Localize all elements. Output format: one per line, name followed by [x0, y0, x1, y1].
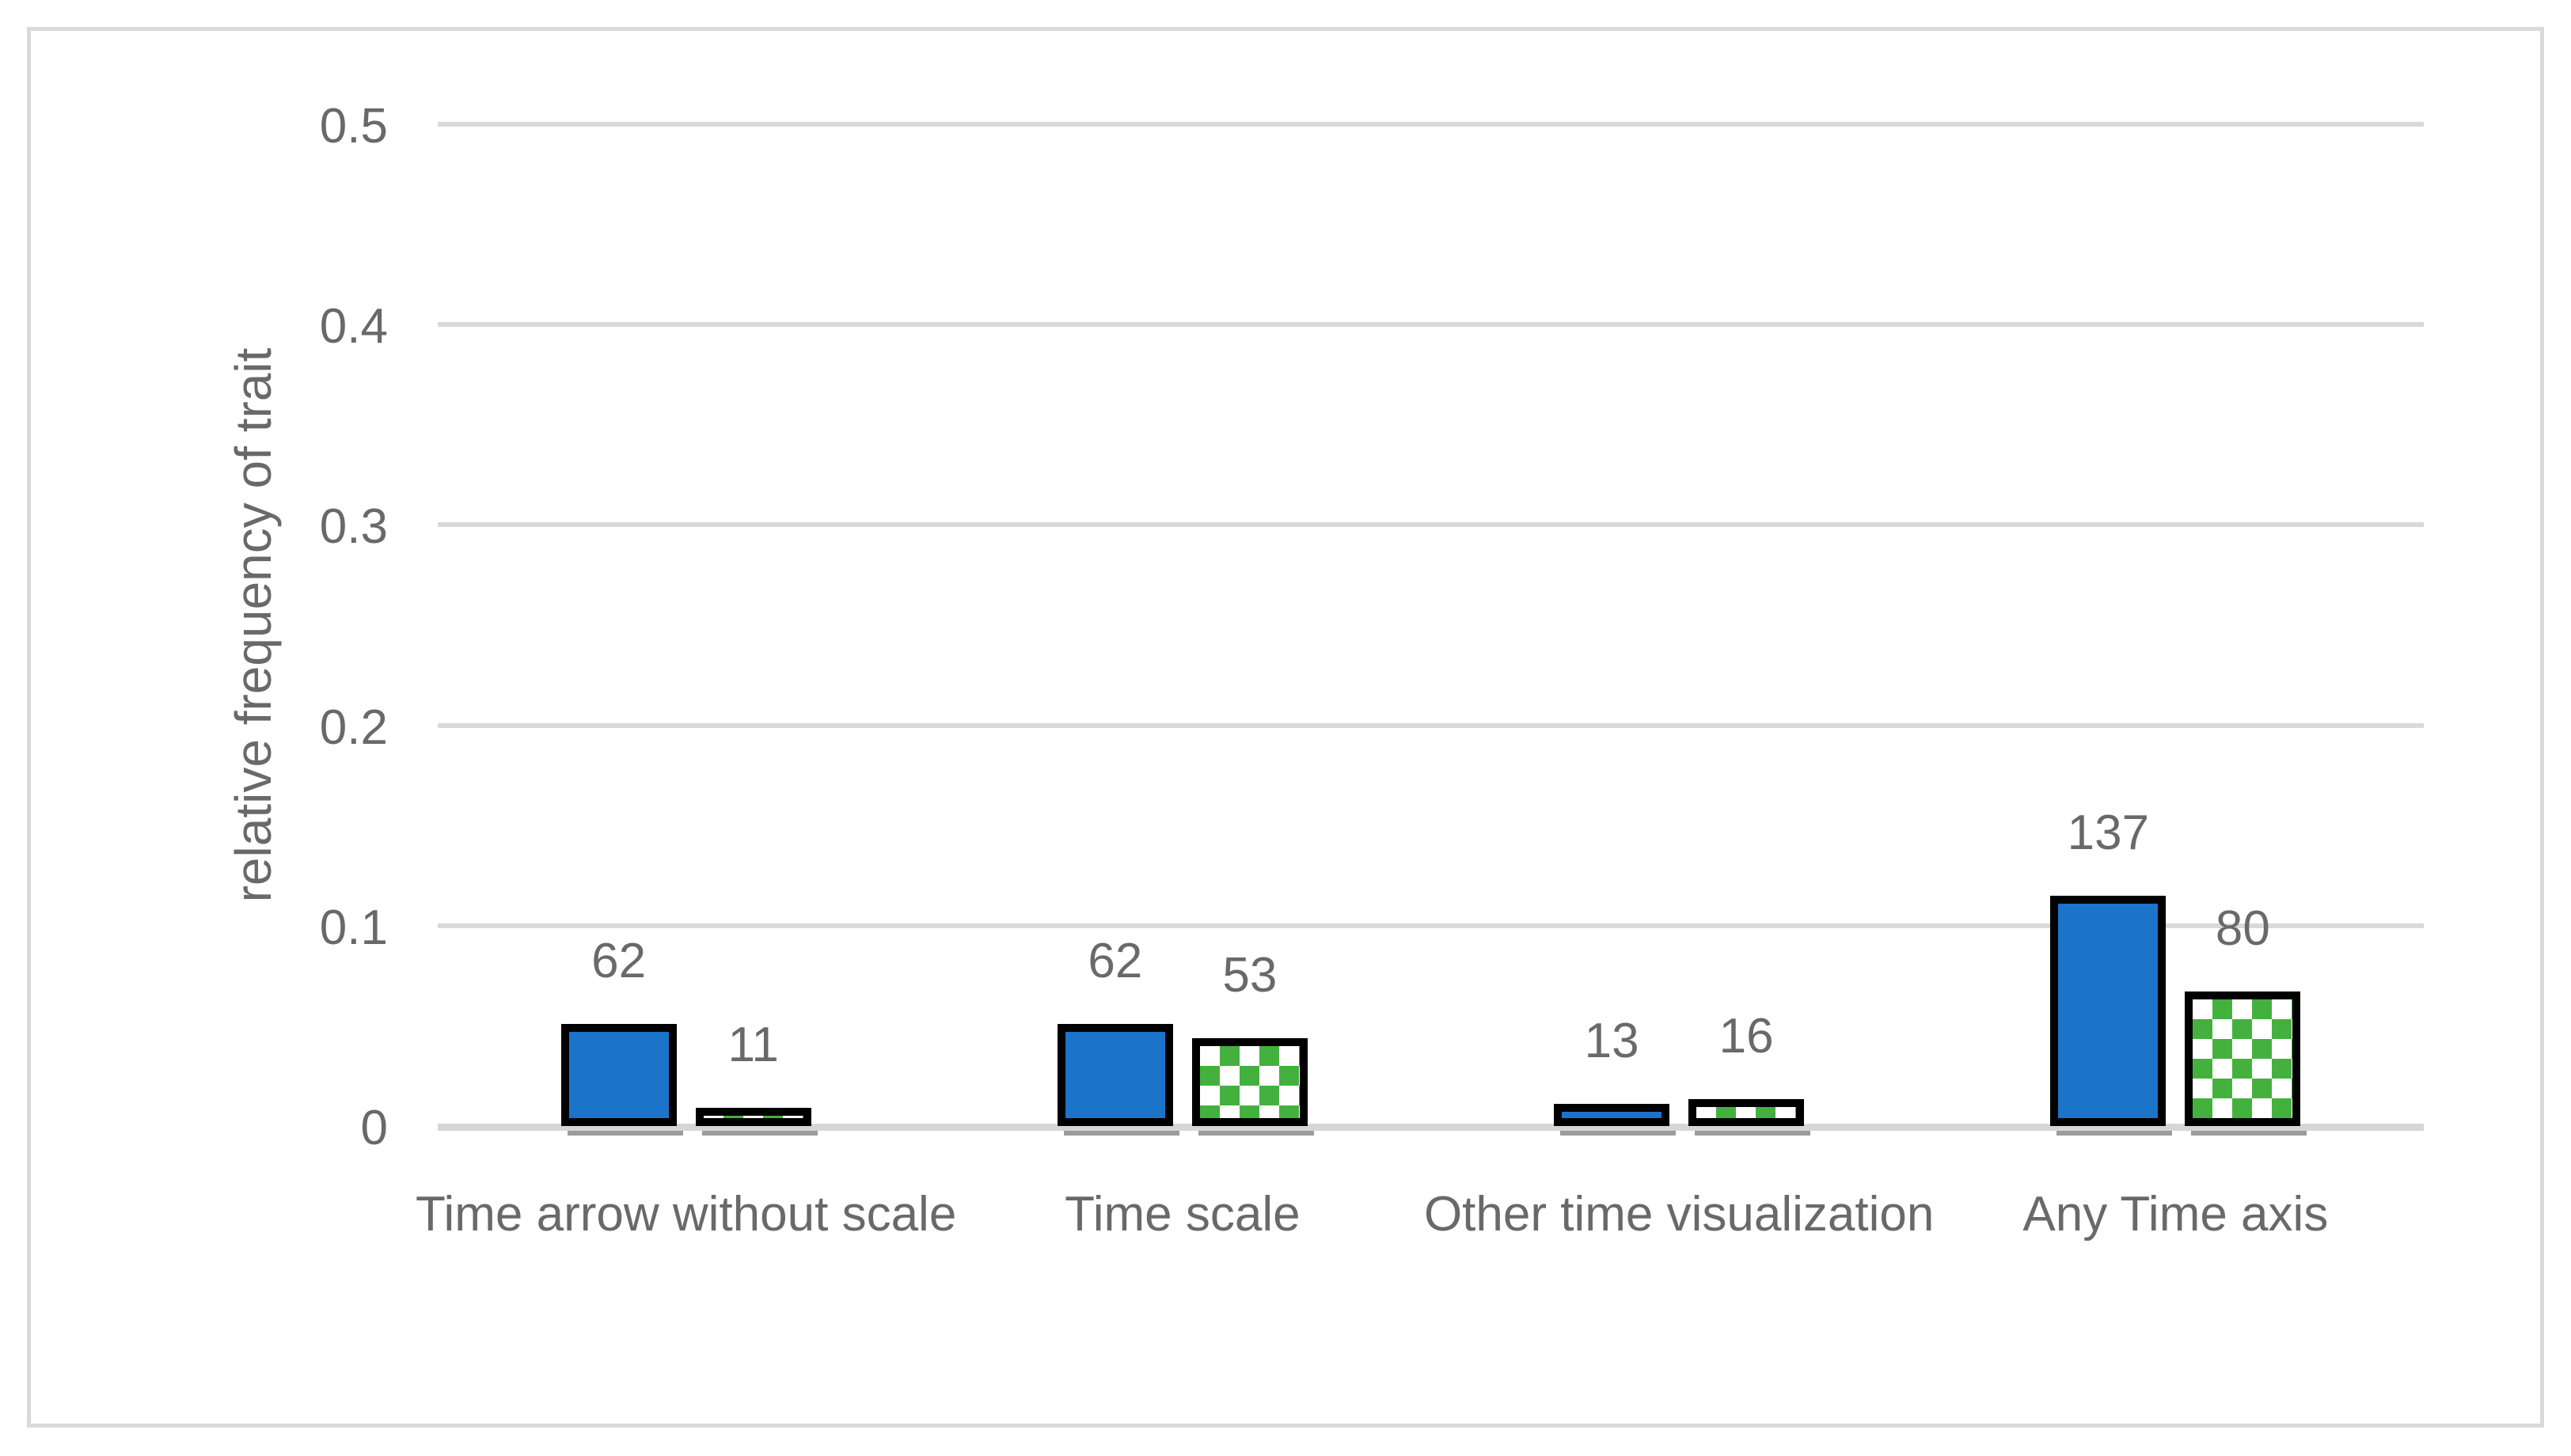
y-axis-title: relative frequency of trait [225, 347, 282, 903]
bar-green-checkered-category-1 [695, 1108, 811, 1126]
y-tick-label-0.5: 0.5 [319, 99, 388, 154]
bar-shadow [1063, 1131, 1179, 1136]
data-label-blue-solid-category-2: 62 [1088, 933, 1143, 988]
gridline-0.5 [438, 122, 2424, 127]
data-label-blue-solid-category-3: 13 [1584, 1013, 1639, 1068]
bar-green-checkered-category-3 [1688, 1099, 1805, 1126]
bar-shadow [1560, 1131, 1677, 1136]
gridline-0.2 [438, 722, 2424, 728]
y-tick-label-0.1: 0.1 [319, 900, 388, 955]
y-tick-label-0.3: 0.3 [319, 499, 388, 555]
gridline-0.4 [438, 322, 2424, 328]
bar-blue-solid-category-3 [1554, 1104, 1670, 1126]
plot-area: 62 11 62 53 13 16 137 80 [438, 122, 2424, 1136]
bar-blue-solid-category-2 [1057, 1024, 1173, 1126]
x-category-label-4: Any Time axis [2022, 1187, 2329, 1242]
data-label-blue-solid-category-4: 137 [2067, 805, 2150, 860]
x-category-label-2: Time scale [1065, 1187, 1301, 1242]
bar-green-checkered-category-2 [1191, 1038, 1308, 1126]
bar-shadow [1695, 1131, 1811, 1136]
bar-shadow [701, 1131, 818, 1136]
data-label-green-checkered-category-2: 53 [1222, 947, 1278, 1003]
x-category-label-1: Time arrow without scale [415, 1187, 957, 1242]
x-axis-line [438, 1126, 2424, 1131]
x-category-label-3: Other time visualization [1423, 1187, 1935, 1242]
bar-shadow [2191, 1131, 2307, 1136]
bar-shadow [2056, 1131, 2173, 1136]
bar-blue-solid-category-4 [2050, 896, 2167, 1126]
bar-green-checkered-category-4 [2185, 992, 2301, 1126]
bar-shadow [567, 1131, 683, 1136]
y-tick-label-0: 0 [360, 1101, 388, 1155]
data-label-blue-solid-category-1: 62 [591, 933, 647, 988]
y-tick-label-0.4: 0.4 [319, 299, 388, 355]
chart-canvas-border [27, 27, 2544, 1428]
gridline-0.1 [438, 923, 2424, 928]
data-label-green-checkered-category-4: 80 [2215, 901, 2270, 956]
y-tick-label-0.2: 0.2 [319, 700, 388, 755]
data-label-green-checkered-category-3: 16 [1718, 1008, 1774, 1064]
bar-blue-solid-category-1 [560, 1024, 677, 1126]
gridline-0.3 [438, 522, 2424, 528]
data-label-green-checkered-category-1: 11 [727, 1017, 779, 1072]
bar-shadow [1198, 1131, 1314, 1136]
